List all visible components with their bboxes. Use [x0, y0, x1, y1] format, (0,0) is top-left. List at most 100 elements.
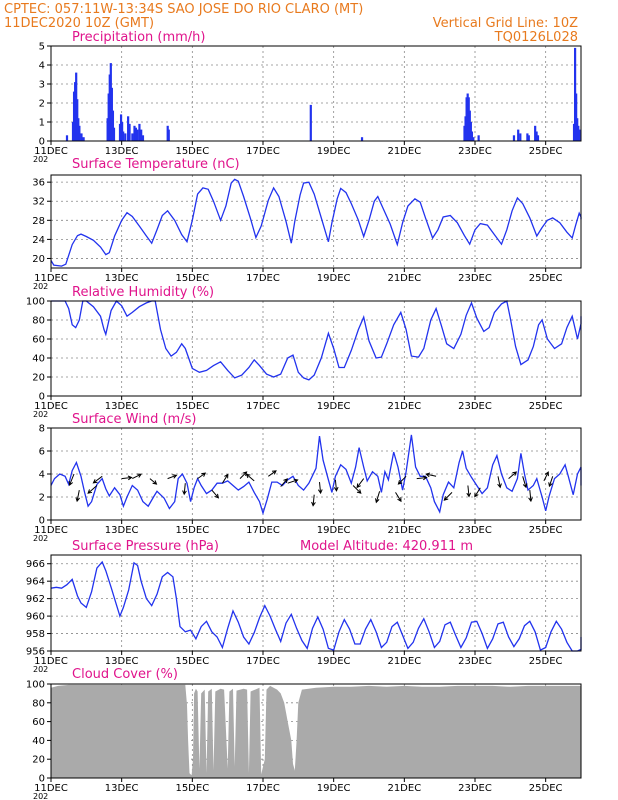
wind-arrow	[356, 478, 365, 489]
precip-bar	[141, 135, 145, 141]
wind-xtick-label: 15DEC	[175, 525, 209, 536]
precip-title: Precipitation (mm/h)	[72, 30, 205, 45]
precip-bar	[578, 129, 581, 141]
rh-xtick-label: 11DEC	[34, 401, 68, 412]
cloud-xtick-label: 19DEC	[317, 783, 351, 794]
temp-frame	[50, 174, 582, 269]
rh-ytick-label: 40	[32, 354, 45, 365]
wind-arrow	[197, 472, 207, 480]
station-header: CPTEC: 057:11W-13:34S SAO JOSE DO RIO CL…	[4, 2, 363, 17]
temp-xtick-label: 15DEC	[175, 273, 209, 284]
wind-vectors	[68, 470, 554, 507]
pressure-ytick-label: 956	[26, 647, 45, 658]
wind-arrow	[333, 479, 339, 492]
wind-xtick-label: 13DEC	[105, 525, 139, 536]
pressure-annotation: Model Altitude: 420.911 m	[300, 539, 473, 554]
wind-ytick-label: 4	[39, 470, 45, 481]
precip-bar	[575, 93, 578, 141]
precip-xtick-label: 21DEC	[387, 146, 421, 157]
pressure-xtick-label: 13DEC	[105, 656, 139, 667]
wind-arrow	[121, 475, 133, 481]
temp-xtick-label: 11DEC	[34, 273, 68, 284]
precip-ytick-label: 5	[39, 42, 45, 53]
wind-ytick-label: 6	[39, 447, 45, 458]
wind-arrow	[352, 485, 362, 494]
pressure-xtick-label: 11DEC	[34, 656, 68, 667]
pressure-line	[50, 560, 582, 652]
precip-bar	[133, 125, 136, 141]
cloud-xtick-label: 23DEC	[458, 783, 492, 794]
wind-line	[50, 434, 582, 516]
rh-ytick-label: 20	[32, 373, 45, 384]
rh-frame	[50, 300, 582, 397]
wind-arrow	[92, 475, 103, 484]
pressure-xtick-label: 15DEC	[175, 656, 209, 667]
wind-arrow	[132, 473, 143, 480]
precip-ytick-label: 1	[39, 118, 45, 129]
precip-bar	[360, 137, 364, 141]
temp-panel: 20 24 28 32 36 11DEC 13DEC 15DEC 17DEC 19DEC 21DEC…	[32, 157, 582, 291]
wind-arrow	[508, 471, 518, 479]
cloud-ytick-label: 20	[32, 755, 45, 766]
rh-ytick-label: 100	[26, 297, 45, 308]
wind-arrow	[68, 473, 75, 486]
precip-bar	[65, 135, 69, 141]
cloud-title: Cloud Cover (%)	[72, 667, 178, 682]
cloud-panel: 0 20 40 60 80 100 11DEC 13DEC 15DEC 17DEC 19DEC 21D…	[26, 667, 582, 800]
cloud-xtick-label: 11DEC	[34, 783, 68, 794]
precip-bar	[111, 110, 115, 141]
precip-bar	[517, 129, 520, 141]
wind-xtick-label: 17DEC	[246, 525, 280, 536]
precip-bar	[82, 137, 85, 141]
cloud-ytick-label: 100	[26, 680, 45, 691]
wind-arrow	[375, 491, 381, 504]
pressure-ytick-label: 966	[26, 559, 45, 570]
precip-panel: 0 1 2 3 4 5 11DEC 13DEC 15DEC 17DEC 19DEC 21DEC 23DE…	[33, 30, 582, 164]
run-datetime: 11DEC2020 10Z (GMT)	[4, 16, 154, 31]
temp-ytick-label: 28	[32, 216, 45, 227]
temp-ytick-label: 24	[32, 235, 45, 246]
cloud-ytick-label: 40	[32, 736, 45, 747]
precip-bar	[80, 133, 83, 141]
rh-ytick-label: 0	[39, 392, 45, 403]
rh-ytick-label: 80	[32, 316, 45, 327]
wind-arrow	[75, 490, 80, 503]
rh-xtick-label: 23DEC	[458, 401, 492, 412]
precip-bar	[78, 125, 81, 141]
cloud-xtick-label: 17DEC	[246, 783, 280, 794]
cloud-xtick-label: 25DEC	[529, 783, 563, 794]
precip-bar	[472, 137, 475, 141]
wind-arrow	[416, 475, 428, 481]
wind-arrow	[548, 476, 554, 488]
wind-arrow	[182, 483, 187, 496]
wind-arrow	[497, 476, 502, 489]
rh-title: Relative Humidity (%)	[72, 285, 214, 300]
cloud-xtick-label: 13DEC	[105, 783, 139, 794]
wind-title: Surface Wind (m/s)	[72, 412, 196, 427]
wind-xtick-label: 11DEC	[34, 525, 68, 536]
wind-xtick-label: 25DEC	[529, 525, 563, 536]
rh-line	[51, 299, 582, 381]
rh-ytick-label: 60	[32, 335, 45, 346]
rh-year-label: 202	[33, 410, 48, 419]
precip-bar	[134, 127, 137, 141]
cloud-area	[51, 684, 581, 778]
pressure-xtick-label: 21DEC	[387, 656, 421, 667]
temp-xtick-label: 19DEC	[317, 273, 351, 284]
temp-line	[50, 178, 582, 267]
rh-panel: 0 20 40 60 80 100 11DEC 13DEC 15DEC 17DEC 19DEC 21D…	[26, 285, 582, 419]
pressure-xtick-label: 23DEC	[458, 656, 492, 667]
pressure-xtick-label: 19DEC	[317, 656, 351, 667]
precip-bar	[124, 133, 127, 141]
precip-ytick-label: 0	[39, 137, 45, 148]
precip-bar	[519, 133, 522, 141]
wind-ytick-label: 0	[39, 516, 45, 527]
temp-ytick-label: 20	[32, 254, 45, 265]
pressure-panel: 956 958 960 962 964 966 11DEC 13DEC 15DEC 17DEC 19…	[26, 539, 582, 674]
wind-arrow	[474, 487, 481, 498]
wind-arrow	[211, 489, 220, 499]
temp-xtick-label: 13DEC	[105, 273, 139, 284]
pressure-frame	[50, 554, 582, 652]
precip-xtick-label: 17DEC	[246, 146, 280, 157]
